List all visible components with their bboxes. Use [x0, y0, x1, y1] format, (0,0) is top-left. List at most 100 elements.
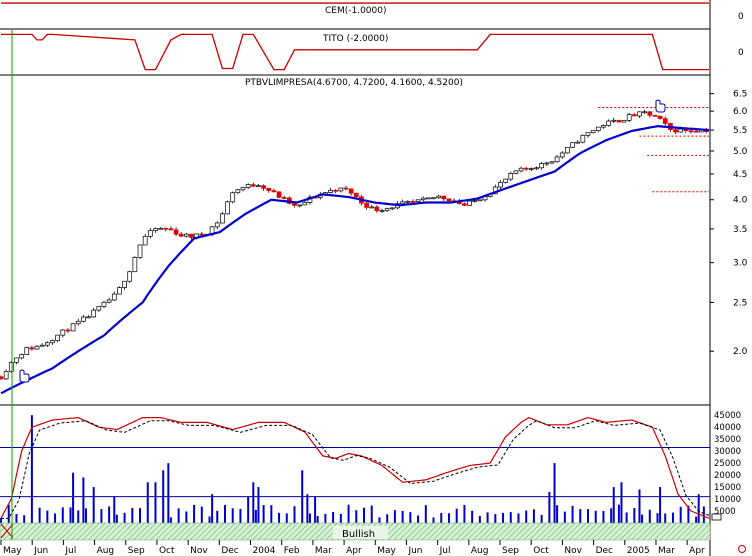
candle-body	[384, 208, 390, 211]
volume-bar	[30, 415, 33, 523]
candle-body	[173, 229, 179, 235]
candle-body	[70, 323, 76, 332]
volume-bar	[556, 505, 559, 523]
candle-body	[220, 213, 225, 224]
candle-body	[431, 197, 436, 200]
candle-body	[240, 187, 246, 191]
volume-bar	[257, 487, 260, 523]
volume-tick-label: 35000	[714, 435, 741, 445]
candle-body	[513, 170, 519, 174]
x-tick-label: Dec	[221, 546, 238, 556]
candle-body	[477, 199, 483, 202]
volume-bar	[617, 504, 620, 523]
volume-bar	[54, 513, 57, 523]
volume-bar	[115, 514, 118, 523]
candle-body	[91, 309, 97, 318]
candle-body	[348, 188, 354, 194]
volume-bar	[72, 472, 75, 523]
candle-body	[24, 347, 30, 355]
volume-bar	[393, 510, 396, 523]
volume-bar	[316, 516, 319, 523]
candle-body	[158, 227, 163, 230]
candle-body	[606, 120, 611, 126]
volume-bar	[208, 516, 211, 523]
candle-body	[214, 222, 220, 228]
price-panel: PTBVLIMPRESA(4.6700, 4.7200, 4.1600, 4.5…	[0, 78, 748, 395]
volume-bar	[386, 514, 389, 523]
volume-bar	[239, 508, 242, 523]
volume-bar	[324, 513, 327, 523]
x-tick-label: Apr	[689, 546, 705, 556]
volume-bar	[432, 517, 435, 523]
candle-body	[570, 142, 575, 148]
candle-body	[616, 119, 622, 123]
volume-bar	[659, 487, 662, 523]
volume-bar	[38, 507, 41, 523]
volume-bar	[378, 517, 381, 523]
volume-bar	[113, 496, 116, 523]
volume-bar	[216, 510, 219, 523]
volume-bar	[339, 513, 342, 523]
volume-bar	[625, 512, 628, 523]
volume-bar	[355, 510, 358, 523]
volume-bar	[612, 487, 615, 523]
candle-body	[122, 280, 127, 288]
volume-bar	[471, 510, 474, 523]
candle-body	[189, 233, 194, 238]
candle-body	[652, 114, 658, 117]
candle-body	[446, 198, 452, 202]
volume-bar	[579, 509, 582, 523]
candle-body	[86, 316, 91, 319]
x-tick-label: Sep	[502, 546, 519, 556]
volume-bar	[0, 518, 2, 523]
volume-bar	[131, 508, 134, 523]
x-tick-label: Jul	[439, 546, 451, 556]
volume-bar	[108, 506, 111, 523]
volume-bar	[84, 508, 87, 523]
candle-body	[132, 257, 138, 273]
volume-tick-label: 15000	[714, 483, 741, 493]
candle-body	[153, 228, 158, 231]
candle-body	[199, 233, 205, 236]
volume-bar	[231, 508, 234, 523]
volume-bar	[532, 509, 535, 523]
candle-body	[276, 191, 282, 198]
candle-body	[472, 200, 478, 202]
candle-body	[60, 329, 66, 336]
candle-body	[657, 115, 663, 119]
candle-body	[554, 156, 560, 163]
candle-body	[426, 197, 431, 200]
candle-body	[595, 126, 601, 131]
price-tick-label: 5.5	[733, 126, 747, 136]
candle-body	[410, 201, 416, 203]
price-tick-label: 6.0	[733, 107, 748, 117]
candle-body	[590, 130, 596, 134]
candle-body	[364, 202, 369, 208]
candle-body	[420, 197, 426, 201]
candle-body	[529, 168, 534, 170]
candle-body	[168, 228, 174, 231]
x-tick-label: Oct	[159, 546, 175, 556]
price-tick-label: 2.5	[733, 298, 747, 308]
bottom-left-marker	[0, 523, 14, 539]
candle-body	[44, 342, 50, 346]
volume-bar	[610, 508, 613, 523]
volume-bar	[494, 514, 497, 523]
price-tick-label: 4.5	[733, 170, 747, 180]
volume-bar	[548, 491, 551, 523]
volume-bar	[308, 513, 311, 523]
candle-body	[523, 167, 529, 170]
volume-bar	[100, 509, 103, 523]
candle-body	[261, 185, 266, 189]
x-tick-label: Jun	[407, 546, 422, 556]
volume-bar	[648, 509, 651, 523]
volume-bar	[401, 510, 404, 523]
volume-bar	[285, 513, 288, 523]
volume-bar	[409, 512, 412, 523]
volume-bar	[262, 505, 265, 523]
volume-tick-label: 10000	[714, 495, 741, 505]
volume-bar	[509, 512, 512, 523]
candle-body	[544, 162, 550, 165]
bottom-right-marker	[711, 513, 722, 521]
